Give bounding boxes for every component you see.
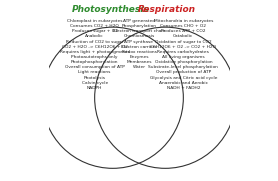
Text: Photosynthesis: Photosynthesis bbox=[72, 5, 150, 14]
Text: Chloroplast in eukaryotes
Consumes CO2 + H2O
Produces sugar + O2
Anabolic
Reduct: Chloroplast in eukaryotes Consumes CO2 +… bbox=[60, 19, 130, 90]
Text: ATP generated
Phosphorylation
Electron transport chain
Chemiosmosis
ATP synthase: ATP generated Phosphorylation Electron t… bbox=[113, 19, 165, 69]
Text: Mitochondria in eukaryotes
Consumes CHO + O2
Produces ATP + CO2
Catabolic
Oxidat: Mitochondria in eukaryotes Consumes CHO … bbox=[148, 19, 218, 90]
Text: Respiration: Respiration bbox=[138, 5, 196, 14]
